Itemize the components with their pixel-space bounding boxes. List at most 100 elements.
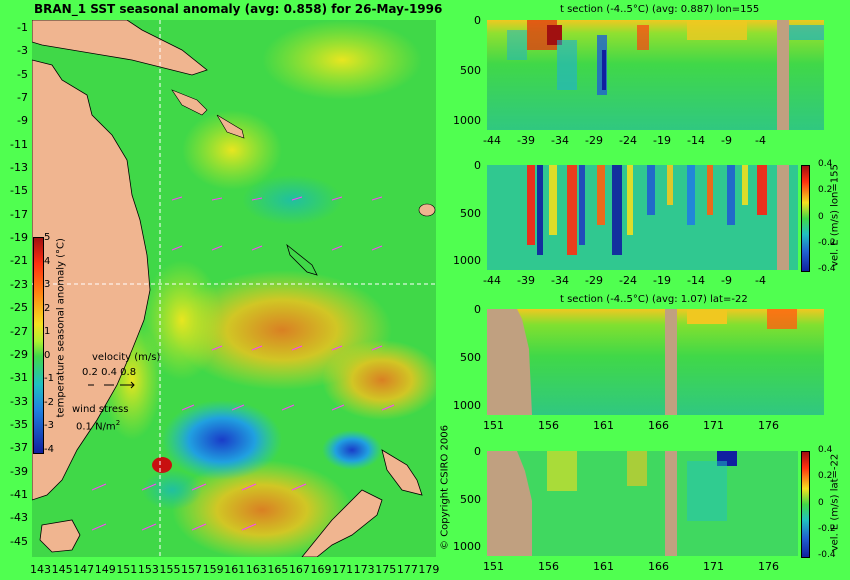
copyright-text: © Copyright CSIRO 2006 — [439, 425, 451, 550]
map-colorbar-tick: -4 — [44, 444, 54, 455]
lat-tick: -11 — [10, 137, 28, 151]
map-colorbar-tick: 4 — [44, 255, 51, 267]
panel-x-tick: -39 — [517, 134, 535, 147]
map-colorbar-tick: -2 — [44, 396, 54, 408]
lat-tick: -35 — [10, 417, 28, 431]
panel4-side-label: vel. E (m/s) lat=-22 — [829, 453, 841, 552]
map-lon-axis: 143 145 147 149 151 153 155 157 159 161 163 165 167 1… — [30, 563, 440, 579]
panel-x-tick: -4 — [755, 134, 766, 147]
panel-colorbar-tick: 0.4 — [818, 445, 833, 455]
lon-tick: 157 — [181, 563, 203, 576]
panel-x-tick: -9 — [721, 274, 732, 287]
velocity-legend-label: velocity (m/s) — [92, 352, 161, 363]
velocity-legend-scale: 0.2 0.4 0.8 — [82, 367, 137, 378]
panel-x-tick: -29 — [585, 274, 603, 287]
lon-tick: 153 — [137, 563, 159, 576]
lon-tick: 165 — [267, 563, 289, 576]
panel2-section[interactable] — [487, 165, 798, 270]
map-colorbar-tick: 2 — [44, 302, 51, 314]
panel-x-tick: -44 — [483, 274, 501, 287]
map-colorbar-tick: 0 — [44, 349, 51, 361]
panel-y-tick: 500 — [460, 351, 481, 364]
panel-x-tick: 151 — [483, 419, 504, 432]
panel3-section[interactable] — [487, 309, 824, 415]
sst-map[interactable] — [32, 20, 436, 557]
panel-y-tick: 1000 — [453, 540, 481, 553]
panel-x-tick: 171 — [703, 419, 724, 432]
lat-tick: -17 — [10, 207, 28, 221]
lat-tick: -43 — [10, 511, 28, 525]
panel-y-tick: 0 — [474, 303, 481, 316]
panel-x-tick: 151 — [483, 560, 504, 573]
panel-y-tick: 500 — [460, 64, 481, 77]
panel-x-tick: -9 — [721, 134, 732, 147]
lon-tick: 167 — [288, 563, 310, 576]
lon-tick: 163 — [245, 563, 267, 576]
panel-colorbar-tick: 0.2 — [818, 471, 833, 482]
panel-x-tick: 156 — [538, 419, 559, 432]
lat-tick: -29 — [10, 347, 28, 361]
velocity-legend-arrows — [86, 380, 136, 390]
panel4-colorbar — [801, 451, 810, 558]
lon-tick: 143 — [30, 563, 51, 576]
lon-tick: 151 — [116, 563, 138, 576]
lat-tick: -33 — [10, 394, 28, 408]
panel-y-tick: 500 — [460, 206, 481, 220]
wind-legend-label: wind stress — [72, 404, 129, 415]
panel-x-tick: 176 — [758, 419, 779, 432]
panel-y-tick: 0 — [474, 14, 481, 27]
panel-y-tick: 0 — [474, 445, 481, 458]
panel-x-tick: -34 — [551, 274, 569, 287]
lat-tick: -39 — [10, 464, 28, 478]
panel-x-tick: -19 — [653, 134, 671, 147]
lon-tick: 169 — [310, 563, 332, 576]
wind-legend-scale: 0.1 N/m2 — [76, 419, 121, 433]
map-colorbar-tick: 3 — [44, 279, 51, 291]
panel-x-tick: -24 — [619, 134, 637, 147]
lat-tick: -5 — [17, 67, 28, 81]
panel1-title: t section (-4..5°C) (avg: 0.887) lon=155 — [560, 4, 760, 15]
panel-x-tick: -4 — [755, 274, 766, 287]
lon-tick: 161 — [224, 563, 246, 576]
lat-tick: -9 — [17, 114, 28, 128]
lat-tick: -15 — [10, 184, 28, 198]
lat-tick: -31 — [10, 371, 28, 385]
lat-tick: -13 — [10, 161, 28, 175]
panel3-title: t section (-4..5°C) (avg: 1.07) lat=-22 — [560, 294, 748, 305]
lat-tick: -41 — [10, 487, 28, 501]
lon-tick: 173 — [353, 563, 375, 576]
panel-x-tick: 176 — [758, 560, 779, 573]
lon-tick: 145 — [51, 563, 73, 576]
panel-x-tick: -39 — [517, 274, 535, 287]
panel-x-tick: 161 — [593, 419, 614, 432]
lat-tick: -19 — [10, 231, 28, 245]
panel-y-tick: 500 — [460, 492, 481, 506]
panel-x-tick: -29 — [585, 134, 603, 147]
map-colorbar-tick: 5 — [44, 232, 51, 243]
panel-colorbar-tick: -0.2 — [818, 523, 836, 534]
panel-colorbar-tick: -0.4 — [818, 550, 836, 560]
lon-tick: 177 — [396, 563, 418, 576]
panel-y-tick: 1000 — [453, 114, 481, 127]
lat-tick: -25 — [10, 301, 28, 315]
panel-colorbar-tick: 0 — [818, 211, 824, 222]
panel2-colorbar — [801, 165, 810, 272]
lat-tick: -3 — [17, 44, 28, 58]
lat-tick: -1 — [17, 21, 28, 34]
panel-colorbar-tick: 0.4 — [818, 159, 833, 169]
map-lat-axis: -1 -3 -5 -7 -9 -11 -13 -15 -17 -19 -21 -23 -25 -27 -29… — [0, 20, 30, 557]
panel-y-tick: 1000 — [453, 254, 481, 267]
lat-tick: -7 — [17, 91, 28, 105]
wind-arrows — [91, 196, 395, 531]
panel4-section[interactable] — [487, 451, 798, 556]
lat-tick: -37 — [10, 441, 28, 455]
panel-x-tick: 171 — [703, 560, 724, 573]
panel-x-tick: -14 — [687, 134, 705, 147]
panel1-section[interactable] — [487, 20, 824, 130]
map-title: BRAN_1 SST seasonal anomaly (avg: 0.858)… — [34, 2, 443, 16]
panel-x-tick: 161 — [593, 560, 614, 573]
map-colorbar-tick: -1 — [44, 373, 54, 385]
panel2-side-label: vel. E (m/s) lon=155 — [829, 164, 841, 267]
map-colorbar-ticks: 5 4 3 2 1 0 -1 -2 -3 -4 — [44, 232, 64, 457]
panel-x-tick: -44 — [483, 134, 501, 147]
